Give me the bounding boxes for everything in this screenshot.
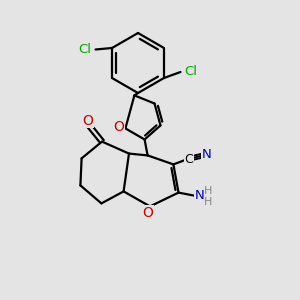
Text: N: N [195,189,204,202]
Text: H: H [204,186,213,197]
Text: O: O [142,206,153,220]
Text: H: H [204,197,213,207]
Text: Cl: Cl [184,65,197,79]
Text: Cl: Cl [79,43,92,56]
Text: O: O [113,120,124,134]
Text: C: C [184,153,194,166]
Text: O: O [82,114,93,128]
Text: N: N [202,148,211,161]
